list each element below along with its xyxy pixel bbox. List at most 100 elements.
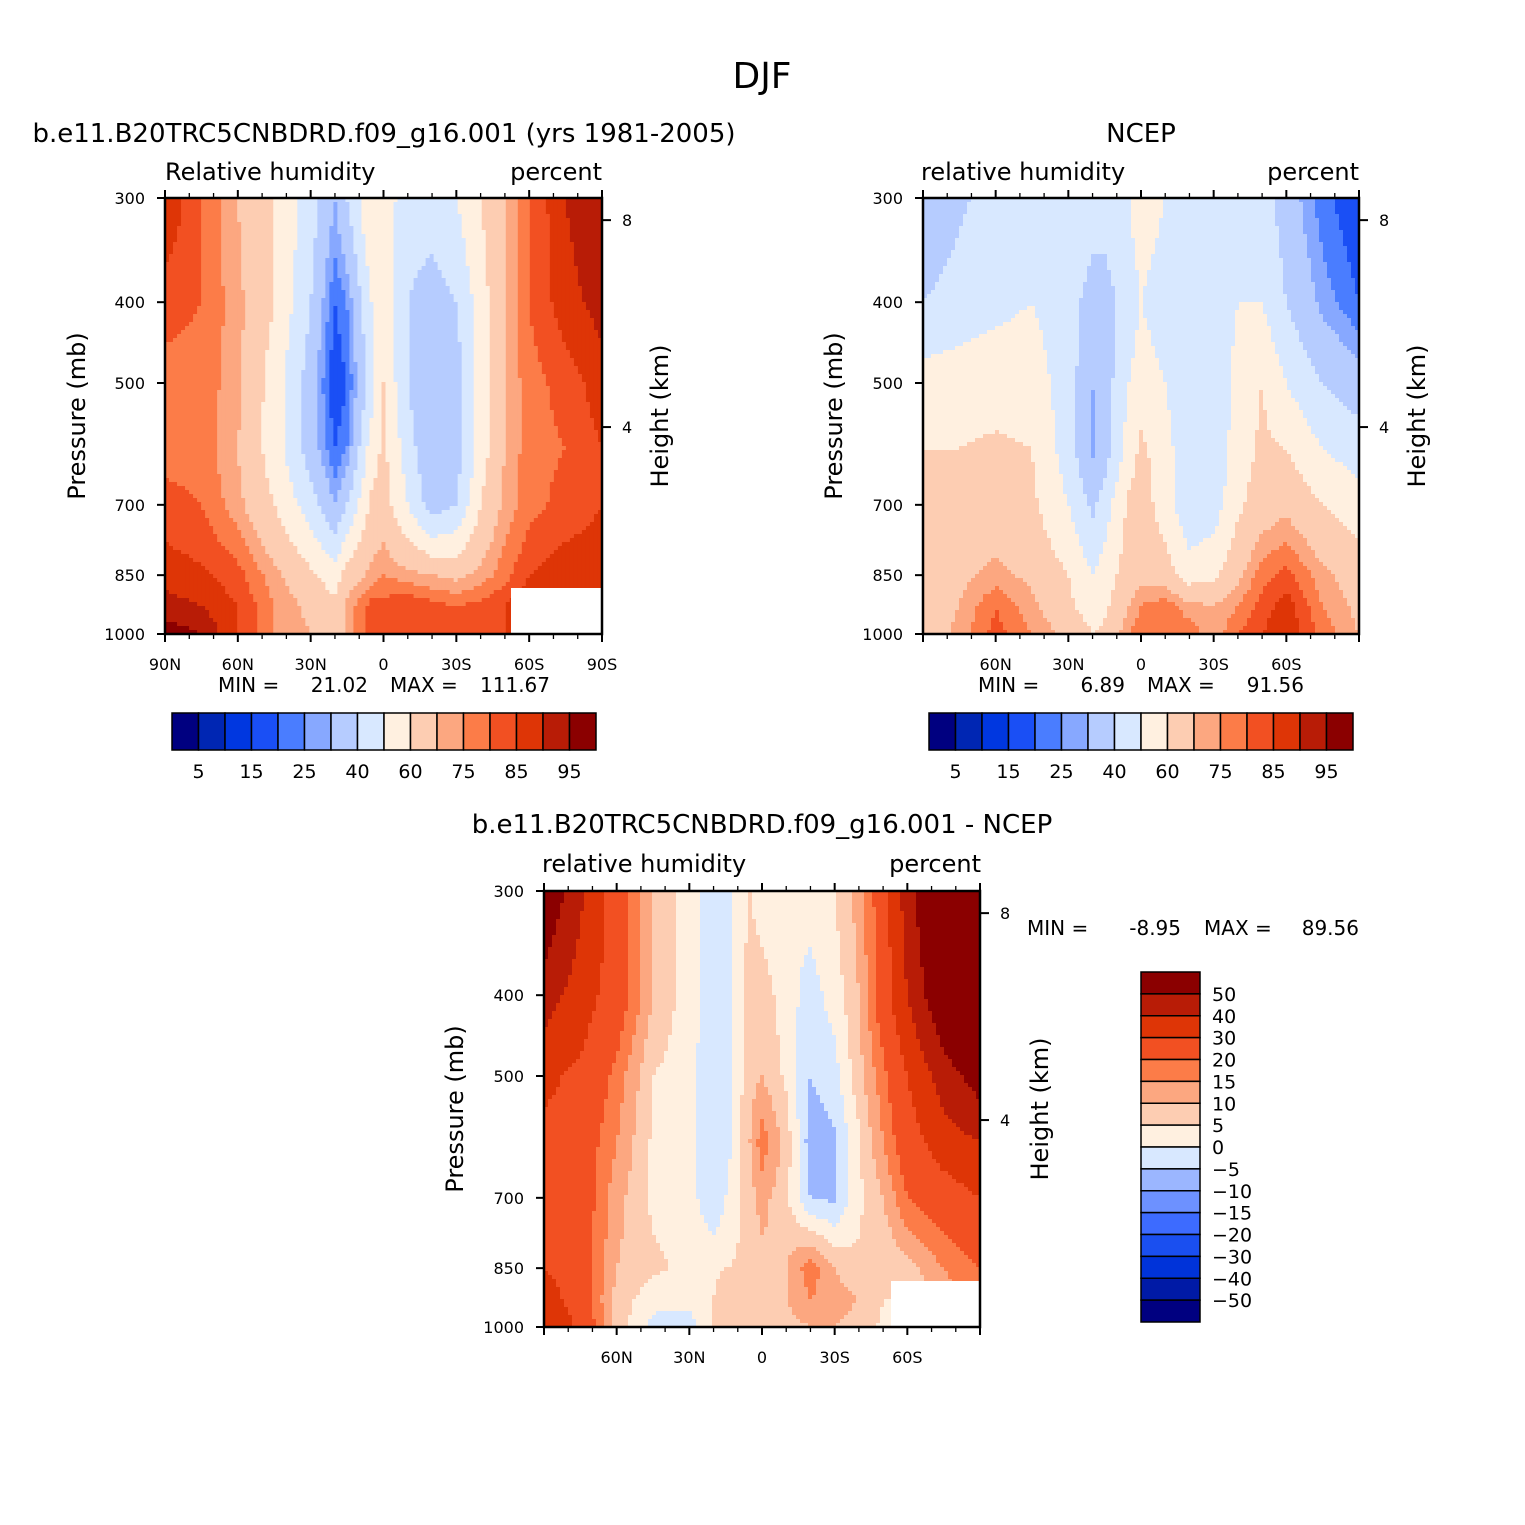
model-contour-cell — [458, 210, 463, 215]
model-contour-cell — [209, 206, 214, 211]
model-contour-cell — [313, 202, 318, 207]
figure: DJF b.e11.B20TRC5CNBDRD.f09_g16.001 (yrs… — [0, 0, 1525, 1525]
model-contour-cell — [482, 246, 487, 251]
model-contour-cell — [245, 214, 250, 219]
model-contour-cell — [193, 222, 198, 227]
model-contour-cell — [494, 218, 499, 223]
model-contour-cell — [325, 242, 330, 247]
model-contour-cell — [181, 246, 186, 251]
model-contour-cell — [550, 230, 555, 235]
model-contour-cell — [193, 250, 198, 255]
model-contour-cell — [273, 242, 278, 247]
model-contour-cell — [281, 206, 286, 211]
model-contour-cell — [321, 222, 326, 227]
model-contour-cell — [382, 202, 387, 207]
model-contour-cell — [582, 210, 587, 215]
model-contour-cell — [538, 230, 543, 235]
model-contour-cell — [181, 230, 186, 235]
model-contour-cell — [313, 246, 318, 251]
model-contour-cell — [530, 238, 535, 243]
model-contour-cell — [418, 214, 423, 219]
model-contour-cell — [458, 242, 463, 247]
model-contour-cell — [462, 238, 467, 243]
model-contour-cell — [273, 210, 278, 215]
model-contour-cell — [261, 230, 266, 235]
model-contour-cell — [173, 242, 178, 247]
model-contour-cell — [197, 246, 202, 251]
model-contour-cell — [277, 214, 282, 219]
model-contour-cell — [582, 234, 587, 239]
model-contour-cell — [514, 202, 519, 207]
model-contour-cell — [281, 218, 286, 223]
model-contour-cell — [418, 230, 423, 235]
model-contour-cell — [301, 250, 306, 255]
model-contour-cell — [269, 230, 274, 235]
model-contour-cell — [321, 218, 326, 223]
model-contour-cell — [450, 206, 455, 211]
model-contour-cell — [317, 246, 322, 251]
model-contour-cell — [293, 222, 298, 227]
model-contour-cell — [193, 206, 198, 211]
model-contour-cell — [373, 226, 378, 231]
model-contour-cell — [562, 234, 567, 239]
model-contour-cell — [197, 222, 202, 227]
model-contour-cell — [237, 226, 242, 231]
model-contour-cell — [498, 206, 503, 211]
model-contour-cell — [558, 202, 563, 207]
model-contour-cell — [442, 218, 447, 223]
model-contour-cell — [566, 230, 571, 235]
model-contour-cell — [506, 230, 511, 235]
model-contour-cell — [586, 202, 591, 207]
model-contour-cell — [325, 206, 330, 211]
model-contour-cell — [333, 230, 338, 235]
model-contour-cell — [257, 234, 262, 239]
model-contour-cell — [197, 242, 202, 247]
model-contour-cell — [562, 242, 567, 247]
model-contour-cell — [269, 226, 274, 231]
model-contour-cell — [369, 210, 374, 215]
model-contour-cell — [357, 206, 362, 211]
model-contour-cell — [450, 246, 455, 251]
model-contour-cell — [189, 202, 194, 207]
model-contour-cell — [406, 206, 411, 211]
model-contour-cell — [594, 226, 599, 231]
model-contour-cell — [241, 202, 246, 207]
model-contour-cell — [221, 222, 226, 227]
model-contour-cell — [361, 226, 366, 231]
model-contour-cell — [582, 206, 587, 211]
model-contour-cell — [173, 234, 178, 239]
model-contour-cell — [237, 230, 242, 235]
model-contour-cell — [197, 250, 202, 255]
model-contour-cell — [418, 210, 423, 215]
model-contour-cell — [402, 222, 407, 227]
model-contour-cell — [221, 226, 226, 231]
model-contour-cell — [285, 238, 290, 243]
model-contour-cell — [458, 218, 463, 223]
model-contour-cell — [321, 206, 326, 211]
model-contour-cell — [526, 206, 531, 211]
model-contour-cell — [229, 222, 234, 227]
model-contour-cell — [514, 242, 519, 247]
model-contour-cell — [414, 250, 419, 255]
model-contour-cell — [518, 234, 523, 239]
model-contour-cell — [386, 202, 391, 207]
model-contour-cell — [454, 226, 459, 231]
model-contour-cell — [345, 238, 350, 243]
model-contour-cell — [402, 226, 407, 231]
model-contour-cell — [526, 242, 531, 247]
model-contour-cell — [422, 218, 427, 223]
model-contour-cell — [438, 238, 443, 243]
model-contour-cell — [253, 214, 258, 219]
model-contour-cell — [305, 242, 310, 247]
model-contour-cell — [546, 234, 551, 239]
model-contour-cell — [450, 242, 455, 247]
model-contour-cell — [442, 238, 447, 243]
model-contour-cell — [265, 214, 270, 219]
model-contour-cell — [245, 238, 250, 243]
model-contour-cell — [261, 226, 266, 231]
model-contour-cell — [498, 202, 503, 207]
model-contour-cell — [426, 230, 431, 235]
model-contour-cell — [466, 230, 471, 235]
model-contour-cell — [233, 246, 238, 251]
model-contour-cell — [345, 246, 350, 251]
